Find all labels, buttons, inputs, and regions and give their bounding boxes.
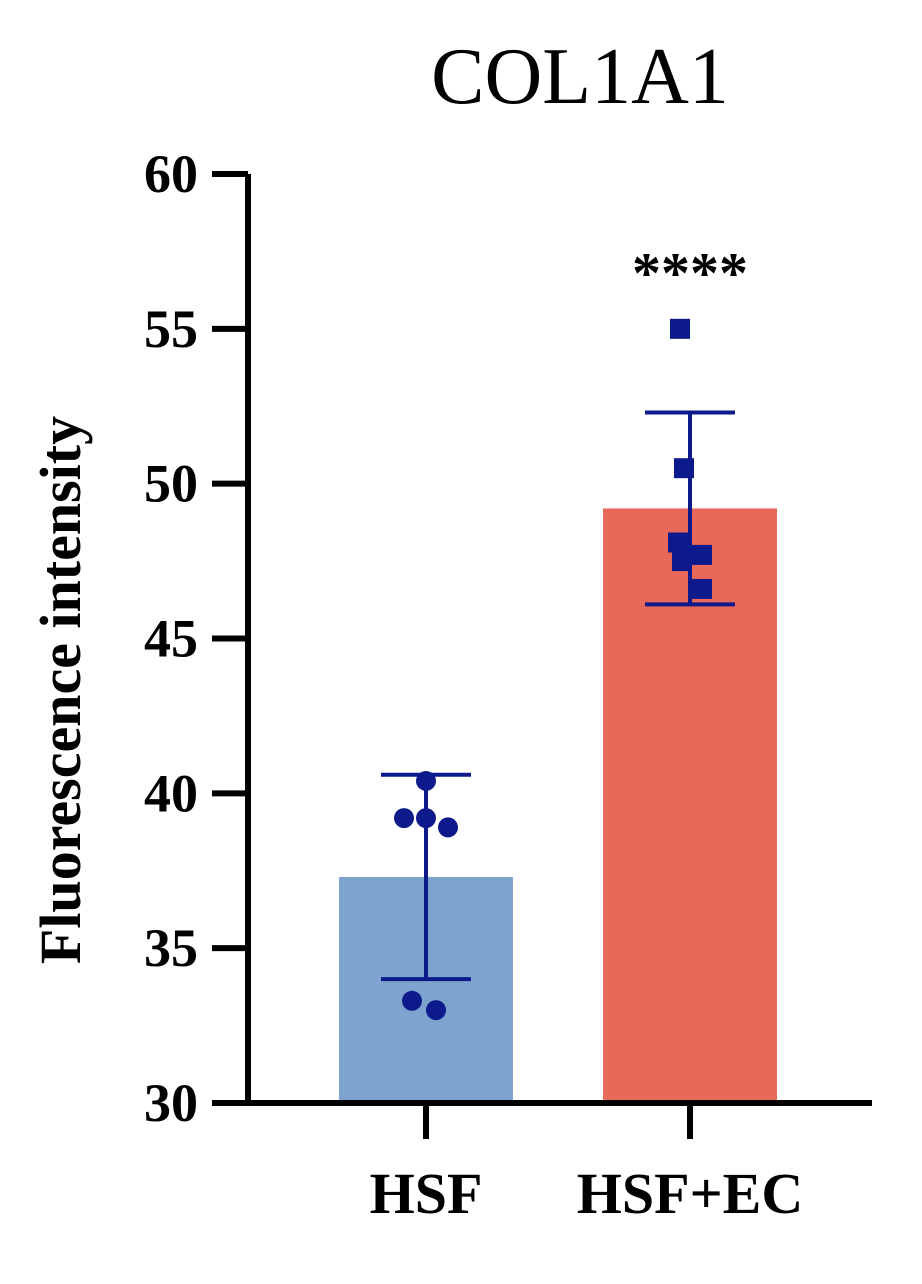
x-categories: HSF HSF+EC [370, 1103, 803, 1226]
y-tick-label: 35 [144, 918, 198, 978]
data-point [426, 1000, 446, 1021]
significance-marker: **** [632, 240, 748, 305]
x-category-label: HSF [370, 1161, 483, 1226]
x-category-label: HSF+EC [577, 1161, 803, 1226]
y-tick-label: 60 [144, 144, 198, 204]
y-ticks: 30 35 40 45 50 55 60 [144, 144, 248, 1133]
data-point [672, 551, 692, 572]
data-points-layer [394, 318, 712, 1021]
y-axis-label: Fluorescence intensity [28, 416, 93, 964]
data-point [394, 808, 414, 829]
data-point [402, 990, 422, 1011]
data-point [692, 578, 712, 599]
y-tick-label: 30 [144, 1073, 198, 1133]
data-point [416, 808, 436, 829]
data-point [692, 544, 712, 565]
y-tick-label: 50 [144, 454, 198, 514]
data-point [674, 458, 694, 479]
y-tick-label: 55 [144, 299, 198, 359]
bar-1 [603, 508, 777, 1103]
data-point [438, 817, 458, 838]
data-point [668, 532, 688, 553]
data-point [670, 318, 690, 339]
y-tick-label: 45 [144, 609, 198, 669]
data-point [416, 770, 436, 791]
significance-layer: **** [632, 240, 748, 305]
y-tick-label: 40 [144, 763, 198, 823]
chart-title: COL1A1 [431, 33, 729, 121]
